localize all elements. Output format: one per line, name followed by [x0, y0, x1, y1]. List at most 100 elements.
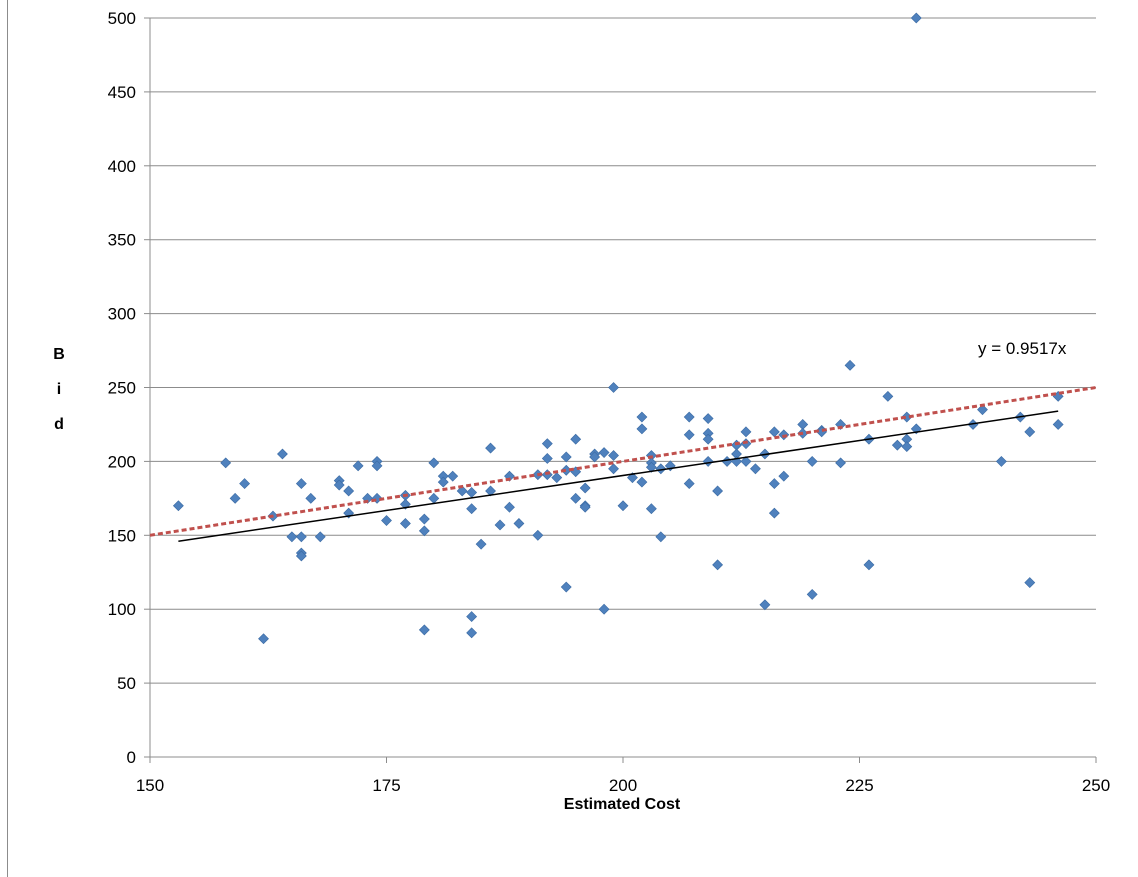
data-point-113 — [844, 359, 856, 371]
data-point-45 — [504, 501, 515, 513]
data-point-73 — [636, 476, 648, 488]
data-point-97 — [750, 463, 761, 475]
data-point-120 — [901, 441, 913, 453]
data-point-99 — [759, 599, 771, 611]
x-tick-label-250: 250 — [1082, 776, 1110, 795]
data-point-29 — [418, 624, 430, 636]
y-tick-labels: 0 50 100 150 200 250 300 350 400 450 500 — [108, 9, 136, 767]
data-point-27 — [418, 513, 430, 525]
data-point-26 — [399, 518, 411, 529]
data-point-127 — [1024, 426, 1036, 438]
data-point-31 — [428, 492, 440, 504]
y-tick-label-150: 150 — [108, 526, 136, 545]
data-point-94 — [740, 426, 752, 438]
data-point-6 — [277, 448, 288, 460]
data-point-72 — [636, 423, 648, 435]
data-point-77 — [645, 503, 657, 515]
data-point-11 — [295, 550, 307, 562]
y-tick-label-450: 450 — [108, 83, 136, 102]
data-point-64 — [598, 447, 610, 458]
data-point-3 — [239, 478, 251, 489]
data-point-49 — [541, 438, 553, 450]
data-point-104 — [778, 470, 790, 482]
data-point-13 — [314, 531, 326, 543]
data-point-48 — [532, 529, 544, 541]
y-tick-label-0: 0 — [127, 748, 136, 767]
y-tick-label-350: 350 — [108, 231, 136, 250]
trend-lines — [149, 386, 1097, 542]
data-point-59 — [579, 482, 591, 494]
data-point-38 — [466, 611, 478, 623]
y-tick-label-400: 400 — [108, 157, 136, 176]
fit-trendline — [178, 410, 1059, 542]
data-points — [172, 12, 1064, 645]
data-point-68 — [608, 463, 619, 475]
data-point-63 — [589, 451, 601, 463]
data-point-125 — [995, 455, 1007, 467]
y-tick-label-300: 300 — [108, 305, 136, 324]
data-point-86 — [702, 433, 714, 445]
data-point-30 — [428, 457, 440, 469]
data-point-46 — [513, 518, 525, 529]
data-point-69 — [617, 500, 629, 512]
data-point-79 — [655, 531, 667, 543]
data-point-8 — [295, 478, 307, 489]
data-point-90 — [721, 455, 733, 467]
data-point-83 — [683, 478, 695, 489]
data-point-41 — [485, 442, 496, 454]
data-point-76 — [645, 461, 657, 473]
data-point-15 — [333, 479, 345, 491]
chart-frame-border — [7, 0, 8, 877]
data-point-33 — [437, 476, 449, 488]
data-point-124 — [977, 404, 988, 416]
data-point-55 — [560, 581, 572, 593]
x-tick-label-150: 150 — [136, 776, 164, 795]
data-point-66 — [608, 382, 619, 393]
data-point-7 — [286, 531, 298, 543]
data-point-53 — [560, 451, 572, 463]
y-tick-label-250: 250 — [108, 379, 136, 398]
data-point-9 — [295, 531, 307, 543]
y-tick-label-500: 500 — [108, 9, 136, 28]
data-point-43 — [494, 519, 506, 531]
data-point-116 — [882, 390, 894, 402]
data-point-52 — [551, 472, 563, 484]
data-point-67 — [608, 450, 619, 461]
data-point-61 — [579, 501, 591, 513]
data-point-84 — [702, 413, 714, 424]
y-tick-label-200: 200 — [108, 452, 136, 471]
data-point-21 — [371, 460, 383, 472]
data-point-128 — [1024, 577, 1036, 589]
data-point-56 — [570, 433, 582, 445]
x-tick-label-200: 200 — [609, 776, 637, 795]
y-tick-label-50: 50 — [117, 674, 136, 693]
data-point-130 — [1052, 419, 1064, 430]
data-point-16 — [343, 485, 355, 497]
data-point-89 — [712, 559, 724, 571]
data-point-100 — [768, 426, 780, 438]
data-point-112 — [835, 457, 847, 469]
y-axis-title-letter-0: B — [53, 346, 65, 363]
data-point-78 — [655, 463, 667, 475]
data-point-96 — [740, 455, 752, 467]
data-point-42 — [485, 485, 496, 497]
data-point-0 — [172, 500, 184, 512]
y-axis-title: Bi d — [53, 346, 65, 433]
x-tick-label-225: 225 — [845, 776, 873, 795]
data-point-87 — [702, 455, 714, 467]
y-tick-label-100: 100 — [108, 600, 136, 619]
data-point-82 — [683, 429, 695, 441]
data-point-4 — [258, 633, 269, 645]
data-point-107 — [806, 455, 818, 467]
data-point-18 — [352, 460, 364, 472]
data-point-2 — [229, 492, 241, 504]
data-point-39 — [466, 627, 478, 639]
data-point-37 — [466, 503, 478, 515]
gridlines — [150, 17, 1096, 684]
y-axis-title-letter-2: d — [54, 416, 64, 433]
data-point-115 — [863, 559, 875, 571]
data-point-34 — [447, 470, 459, 482]
data-point-50 — [541, 453, 553, 464]
y-axis-title-letter-1: i — [57, 381, 61, 398]
